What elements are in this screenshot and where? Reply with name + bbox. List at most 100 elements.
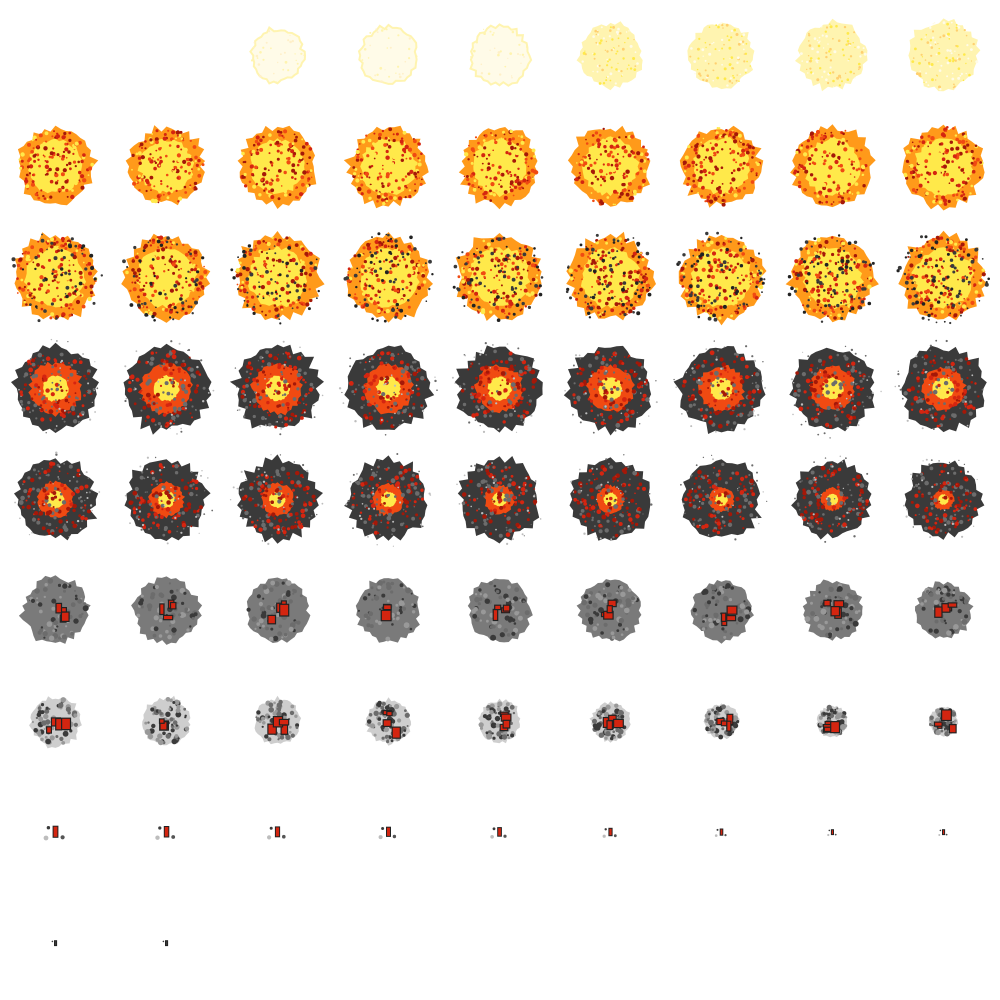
red-ember-chunks (823, 599, 845, 619)
ember-grain (127, 349, 206, 428)
ember-grain (460, 349, 537, 424)
explosion-sprite (908, 18, 981, 92)
sprite-frame (555, 888, 666, 999)
soot-fringe (565, 233, 652, 319)
debris-fragment (714, 828, 727, 837)
fire-grain (903, 126, 984, 206)
explosion-sprite (938, 829, 948, 836)
fireball-core (135, 247, 199, 309)
explosion-sprite (452, 233, 544, 322)
explosion-sprite (687, 22, 755, 90)
sprite-frame (222, 111, 333, 222)
explosion-sprite (791, 455, 872, 543)
explosion-sprite (676, 231, 767, 326)
explosion-sprite (902, 124, 985, 211)
smoke-specks (345, 453, 432, 547)
explosion-sprite (142, 695, 191, 746)
flash-body (908, 18, 981, 92)
ember-grain (348, 351, 426, 429)
smoke-specks (790, 345, 882, 439)
explosion-sprite (576, 579, 642, 642)
debris-fragment (155, 826, 176, 840)
ember-grain (910, 463, 978, 534)
smoke-specks (229, 454, 324, 545)
explosion-sprite (915, 581, 974, 639)
fire-grain (131, 129, 205, 204)
smoke-specks (451, 342, 535, 433)
explosion-sprite (928, 706, 959, 737)
explosion-sprite (903, 458, 985, 540)
explosion-sprite (229, 454, 324, 545)
sprite-frame (111, 222, 222, 333)
sprite-frame (777, 333, 888, 444)
ash-grain (581, 582, 640, 641)
fire-grain (457, 237, 541, 319)
smoke-specks (234, 340, 324, 436)
explosion-sprite (124, 456, 214, 545)
sprite-frame (777, 555, 888, 666)
smoke-specks (18, 338, 99, 434)
ash-cloud (131, 576, 203, 645)
explosion-sprite (478, 698, 521, 744)
explosion-sprite (125, 125, 206, 206)
ember-grain (351, 465, 425, 536)
sprite-frame (888, 444, 999, 555)
explosion-sprite (469, 23, 533, 87)
sprite-frame (0, 0, 111, 111)
flash-body (576, 21, 643, 91)
red-ember-chunks (720, 605, 738, 627)
sprite-frame (888, 333, 999, 444)
debris-fragment (490, 827, 507, 839)
explosion-sprite (602, 827, 617, 838)
explosion-sprite (490, 827, 507, 839)
sprite-frame (222, 888, 333, 999)
sprite-frame (444, 666, 555, 777)
sprite-frame (777, 888, 888, 999)
sprite-frame (777, 777, 888, 888)
red-ember-chunks (382, 709, 401, 739)
ash-grain (692, 583, 752, 639)
sprite-frame (333, 333, 444, 444)
explosion-sprite (355, 578, 420, 643)
sprite-frame (666, 777, 777, 888)
soot-fringe (676, 231, 766, 322)
sprite-frame (555, 777, 666, 888)
explosion-sprite (246, 577, 311, 643)
sprite-frame (555, 333, 666, 444)
sprite-frame (666, 222, 777, 333)
smoke-specks (903, 458, 978, 539)
soot-fringe (122, 236, 205, 322)
explosion-sprite (121, 233, 211, 323)
sprite-frame (555, 666, 666, 777)
sprite-frame (111, 888, 222, 999)
red-ember-chunks (267, 715, 290, 735)
sprite-frame (888, 0, 999, 111)
explosion-sprite (267, 826, 286, 840)
explosion-sprite (896, 230, 990, 325)
explosion-sprite (673, 340, 767, 434)
ash-grain (144, 697, 190, 746)
sprite-frame (333, 444, 444, 555)
sprite-frame (777, 666, 888, 777)
sprite-frame (111, 555, 222, 666)
sprite-frame (888, 666, 999, 777)
sprite-frame (222, 0, 333, 111)
explosion-sprite (789, 345, 882, 439)
sprite-frame (555, 0, 666, 111)
explosion-sprite (458, 127, 539, 210)
sprite-frame (444, 444, 555, 555)
explosion-sprite (576, 21, 643, 91)
sprite-frame (222, 666, 333, 777)
sprite-frame (666, 0, 777, 111)
fire-grain (125, 235, 208, 319)
fire-grain (905, 235, 986, 319)
sprite-frame (222, 555, 333, 666)
smoke-specks (124, 340, 215, 435)
explosion-sprite (18, 575, 91, 644)
sprite-frame (888, 222, 999, 333)
explosion-sprite (155, 826, 176, 840)
sprite-frame (0, 666, 111, 777)
spark-dots (361, 28, 418, 83)
soot-fringe (896, 235, 990, 325)
explosion-sprite (795, 18, 868, 92)
